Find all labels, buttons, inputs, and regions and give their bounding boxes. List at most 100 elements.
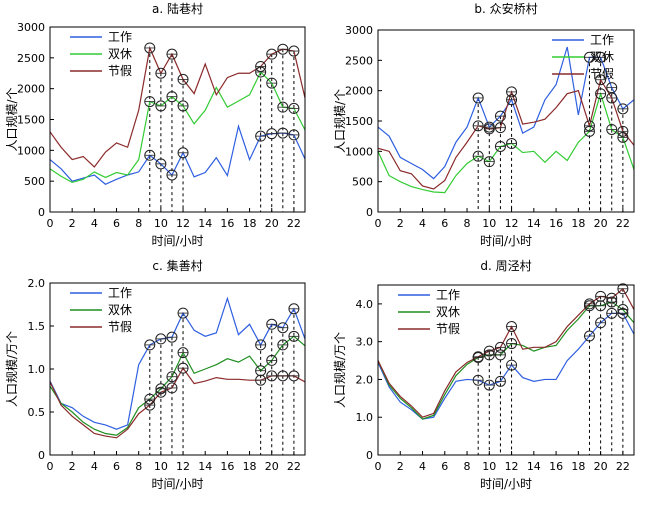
series-line-双休 xyxy=(377,301,635,420)
plot-frame xyxy=(377,284,635,456)
chart-title: d. 周泾村 xyxy=(480,259,531,273)
x-tick-label: 0 xyxy=(375,460,382,473)
x-tick-label: 8 xyxy=(135,217,142,230)
x-tick-label: 20 xyxy=(594,460,608,473)
x-tick-label: 18 xyxy=(571,460,585,473)
x-tick-label: 10 xyxy=(482,217,496,230)
y-tick-label: 2.0 xyxy=(356,373,374,386)
x-axis-label: 时间/小时 xyxy=(480,477,532,491)
y-tick-label: 1.0 xyxy=(356,411,374,424)
x-tick-label: 16 xyxy=(549,217,563,230)
x-tick-label: 22 xyxy=(616,460,630,473)
y-axis-label: 人口规模/个 xyxy=(332,89,347,153)
x-tick-label: 4 xyxy=(419,460,426,473)
y-tick-label: 1000 xyxy=(17,144,45,157)
x-tick-label: 18 xyxy=(243,460,257,473)
series-line-工作 xyxy=(49,124,306,185)
x-tick-label: 14 xyxy=(527,460,541,473)
x-tick-label: 4 xyxy=(91,460,98,473)
y-tick-label: 1500 xyxy=(17,114,45,127)
x-axis-label: 时间/小时 xyxy=(480,234,532,248)
x-tick-label: 4 xyxy=(91,217,98,230)
x-tick-label: 2 xyxy=(69,460,76,473)
y-tick-label: 1.0 xyxy=(28,363,46,376)
legend-label: 双休 xyxy=(436,305,460,319)
y-tick-label: 2500 xyxy=(345,54,373,67)
x-tick-label: 12 xyxy=(505,217,519,230)
legend-label: 双休 xyxy=(108,47,132,61)
x-tick-label: 18 xyxy=(571,217,585,230)
x-tick-label: 0 xyxy=(375,217,382,230)
series-line-节假 xyxy=(49,45,306,168)
x-tick-label: 8 xyxy=(135,460,142,473)
x-tick-label: 8 xyxy=(464,460,471,473)
legend-label: 工作 xyxy=(590,33,614,47)
x-tick-label: 22 xyxy=(287,217,301,230)
x-tick-label: 12 xyxy=(176,217,190,230)
series-line-节假 xyxy=(377,78,635,190)
x-tick-label: 22 xyxy=(287,460,301,473)
legend-label: 节假 xyxy=(108,64,132,78)
y-tick-label: 4.0 xyxy=(356,298,374,311)
y-tick-label: 2.0 xyxy=(28,277,46,290)
series-line-工作 xyxy=(49,296,306,430)
y-axis-label: 人口规模/万个 xyxy=(4,331,19,407)
x-tick-label: 10 xyxy=(154,217,168,230)
y-tick-label: 1500 xyxy=(345,115,373,128)
y-tick-label: 1.5 xyxy=(28,320,46,333)
x-tick-label: 16 xyxy=(220,460,234,473)
x-tick-label: 2 xyxy=(69,217,76,230)
x-tick-label: 6 xyxy=(113,217,120,230)
legend-label: 节假 xyxy=(108,320,132,334)
x-tick-label: 0 xyxy=(47,217,54,230)
y-tick-label: 2500 xyxy=(17,52,45,65)
legend-label: 双休 xyxy=(108,303,132,317)
legend-label: 工作 xyxy=(108,286,132,300)
y-tick-label: 500 xyxy=(24,175,45,188)
x-tick-label: 18 xyxy=(243,217,257,230)
x-tick-label: 16 xyxy=(220,217,234,230)
x-tick-label: 4 xyxy=(419,217,426,230)
chart-panel-3: c. 集善村 0 2 4 6 8 10 12 14 16 18 20 22 0 0.5 1.0 1.5 2.0 时间… xyxy=(4,258,306,491)
x-tick-label: 6 xyxy=(441,460,448,473)
x-tick-label: 6 xyxy=(113,460,120,473)
chart-title: c. 集善村 xyxy=(152,258,202,273)
x-tick-label: 14 xyxy=(198,460,212,473)
series-line-节假 xyxy=(377,287,635,418)
y-axis-label: 人口规模/万个 xyxy=(332,332,347,408)
y-tick-label: 0 xyxy=(38,449,45,462)
chart-panel-2: b. 众安桥村 0 2 4 6 8 10 12 14 16 18 20 22 0 500 1000 1500 20… xyxy=(332,1,635,248)
y-tick-label: 0 xyxy=(366,206,373,219)
y-axis-label: 人口规模/个 xyxy=(4,87,19,151)
chart-panel-4: d. 周泾村 0 2 4 6 8 10 12 14 16 18 20 22 0 1.0 2.0 3.0 4.0 时间… xyxy=(332,259,635,491)
y-tick-label: 3.0 xyxy=(356,336,374,349)
x-tick-label: 10 xyxy=(154,460,168,473)
x-tick-label: 20 xyxy=(265,460,279,473)
x-tick-label: 10 xyxy=(482,460,496,473)
x-tick-label: 0 xyxy=(47,460,54,473)
chart-title: b. 众安桥村 xyxy=(474,1,537,16)
legend-label: 双休 xyxy=(590,50,614,64)
y-tick-label: 0.5 xyxy=(28,406,46,419)
series-line-双休 xyxy=(377,91,635,194)
y-tick-label: 500 xyxy=(352,176,373,189)
x-tick-label: 14 xyxy=(198,217,212,230)
y-tick-label: 3000 xyxy=(345,24,373,37)
x-tick-label: 2 xyxy=(397,217,404,230)
chart-panel-1: a. 陆巷村 0 2 4 6 8 10 12 14 16 18 20 22 0 500 1000 1500 200… xyxy=(4,1,306,248)
x-tick-label: 6 xyxy=(441,217,448,230)
x-tick-label: 12 xyxy=(176,460,190,473)
legend-label: 工作 xyxy=(108,30,132,44)
x-axis-label: 时间/小时 xyxy=(151,477,203,491)
x-tick-label: 14 xyxy=(527,217,541,230)
series-line-节假 xyxy=(49,367,306,439)
y-tick-label: 0 xyxy=(38,206,45,219)
series-line-双休 xyxy=(49,335,306,436)
x-tick-label: 20 xyxy=(594,217,608,230)
y-tick-label: 3000 xyxy=(17,21,45,34)
x-tick-label: 8 xyxy=(464,217,471,230)
